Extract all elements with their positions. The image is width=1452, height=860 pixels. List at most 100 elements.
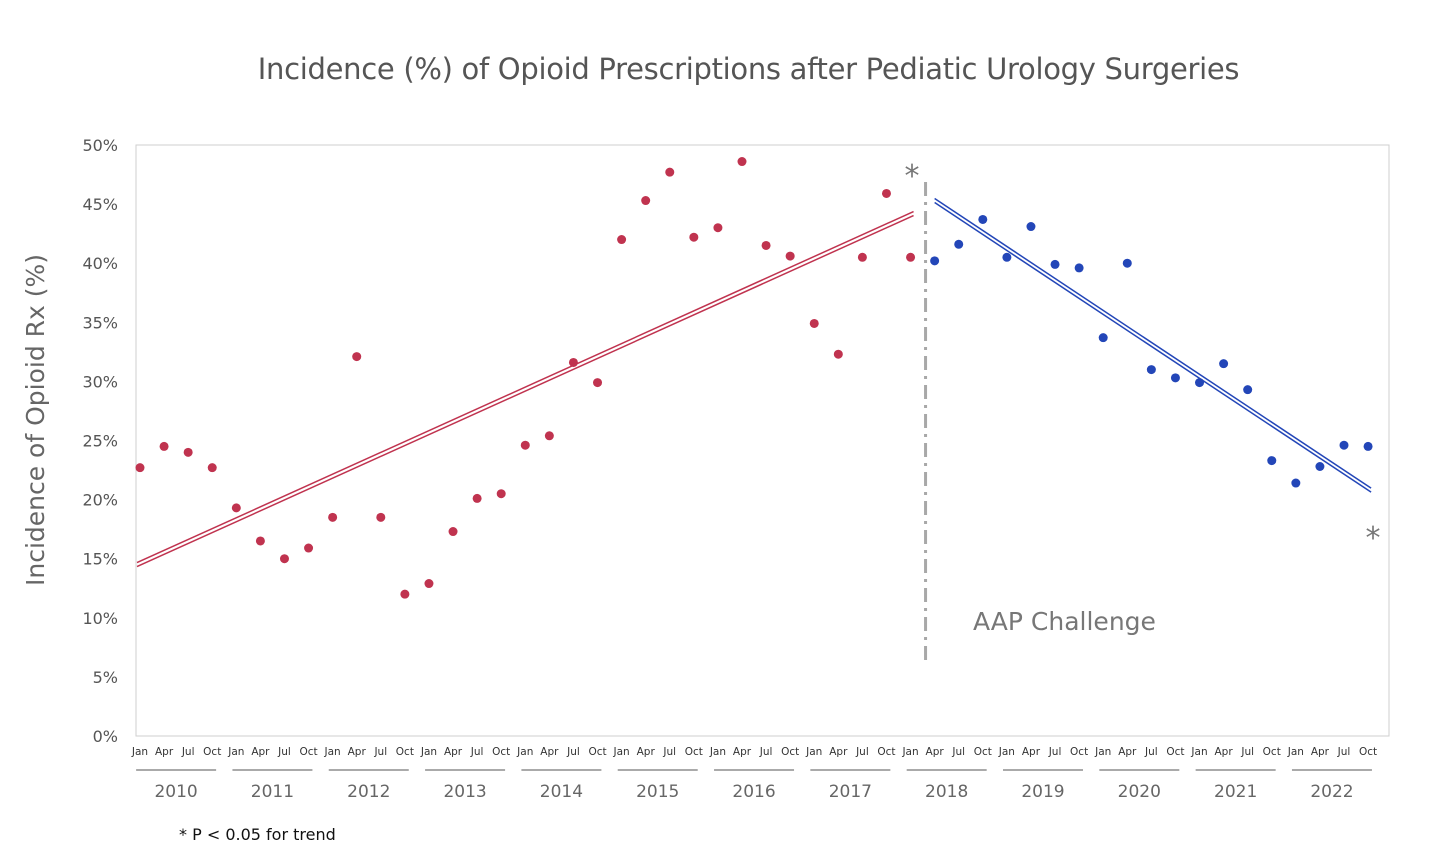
- x-tick-label: Jul: [855, 746, 869, 758]
- x-tick-label: Jul: [1337, 746, 1351, 758]
- x-year-label: 2021: [1214, 782, 1257, 802]
- data-point: [424, 579, 434, 589]
- data-point: [496, 489, 506, 499]
- y-axis-label: Incidence of Opioid Rx (%): [21, 254, 50, 586]
- data-point: [713, 223, 723, 233]
- x-tick-label: Oct: [203, 746, 221, 758]
- x-tick-label: Jul: [1240, 746, 1254, 758]
- data-point: [544, 431, 554, 441]
- data-point: [1315, 462, 1325, 472]
- x-tick-label: Jan: [613, 746, 630, 758]
- footnote: * P < 0.05 for trend: [179, 825, 336, 844]
- data-point: [472, 493, 482, 503]
- x-tick-label: Oct: [396, 746, 414, 758]
- x-year-label: 2022: [1310, 782, 1353, 802]
- data-point: [1146, 365, 1156, 375]
- x-tick-label: Apr: [540, 746, 559, 758]
- data-point: [809, 318, 819, 328]
- x-tick-label: Oct: [492, 746, 510, 758]
- x-tick-label: Oct: [685, 746, 703, 758]
- data-point: [135, 463, 145, 473]
- x-tick-label: Jan: [516, 746, 533, 758]
- trend-line: [136, 210, 914, 564]
- data-point: [352, 352, 362, 362]
- data-point: [617, 235, 627, 245]
- data-point: [1219, 359, 1229, 369]
- x-tick-label: Apr: [1022, 746, 1041, 758]
- data-point: [159, 441, 169, 451]
- y-tick-label: 30%: [82, 372, 118, 391]
- x-tick-label: Jul: [566, 746, 580, 758]
- y-tick-label: 10%: [82, 609, 118, 628]
- x-tick-label: Jul: [1048, 746, 1062, 758]
- x-tick-label: Jan: [901, 746, 918, 758]
- x-tick-label: Jul: [662, 746, 676, 758]
- x-tick-label: Oct: [1359, 746, 1377, 758]
- x-year-label: 2012: [347, 782, 390, 802]
- x-tick-label: Apr: [444, 746, 463, 758]
- x-tick-label: Apr: [637, 746, 656, 758]
- data-point: [1026, 222, 1036, 232]
- trend-line: [136, 214, 914, 568]
- x-tick-label: Oct: [1070, 746, 1088, 758]
- data-point: [279, 554, 289, 564]
- data-point: [785, 251, 795, 261]
- data-point: [1050, 259, 1060, 269]
- x-year-label: 2018: [925, 782, 968, 802]
- x-tick-label: Apr: [1311, 746, 1330, 758]
- x-tick-label: Apr: [155, 746, 174, 758]
- data-point: [1267, 456, 1277, 466]
- significance-marker-post: *: [1366, 521, 1381, 556]
- data-point: [833, 349, 843, 359]
- x-tick-label: Apr: [1118, 746, 1137, 758]
- data-point: [641, 196, 651, 206]
- data-point: [593, 378, 603, 388]
- data-point: [1122, 258, 1132, 268]
- data-point: [231, 503, 241, 513]
- data-point: [207, 463, 217, 473]
- data-point: [1002, 252, 1012, 262]
- data-point: [1291, 478, 1301, 488]
- data-point: [881, 188, 891, 198]
- x-tick-label: Jul: [277, 746, 291, 758]
- y-tick-label: 0%: [93, 727, 118, 746]
- data-point: [1098, 333, 1108, 343]
- y-tick-label: 25%: [82, 432, 118, 451]
- x-year-label: 2017: [829, 782, 872, 802]
- data-point: [376, 512, 386, 522]
- data-point: [1339, 440, 1349, 450]
- x-tick-label: Jul: [373, 746, 387, 758]
- x-tick-label: Oct: [1263, 746, 1281, 758]
- x-tick-label: Apr: [348, 746, 367, 758]
- data-point: [665, 167, 675, 177]
- y-tick-label: 5%: [93, 668, 118, 687]
- y-tick-label: 20%: [82, 491, 118, 510]
- data-point: [1170, 373, 1180, 383]
- trend-line: [934, 201, 1372, 493]
- x-tick-label: Apr: [1215, 746, 1234, 758]
- x-tick-label: Jul: [759, 746, 773, 758]
- data-point: [954, 239, 964, 249]
- significance-marker-pre: *: [905, 159, 920, 194]
- data-point: [400, 589, 410, 599]
- y-tick-label: 45%: [82, 195, 118, 214]
- x-tick-label: Apr: [733, 746, 752, 758]
- x-tick-label: Jul: [470, 746, 484, 758]
- plot-frame: [135, 144, 1390, 737]
- data-point: [304, 543, 314, 553]
- data-point: [520, 440, 530, 450]
- x-tick-label: Jan: [1287, 746, 1304, 758]
- x-year-label: 2015: [636, 782, 679, 802]
- data-point: [328, 512, 338, 522]
- data-point: [255, 536, 265, 546]
- data-point: [930, 256, 940, 266]
- x-tick-label: Apr: [829, 746, 848, 758]
- data-point: [568, 357, 578, 367]
- x-tick-label: Jul: [951, 746, 965, 758]
- x-year-label: 2011: [251, 782, 294, 802]
- data-point: [448, 527, 458, 537]
- x-tick-label: Oct: [877, 746, 895, 758]
- x-tick-label: Jan: [709, 746, 726, 758]
- aap-challenge-label: AAP Challenge: [973, 607, 1156, 636]
